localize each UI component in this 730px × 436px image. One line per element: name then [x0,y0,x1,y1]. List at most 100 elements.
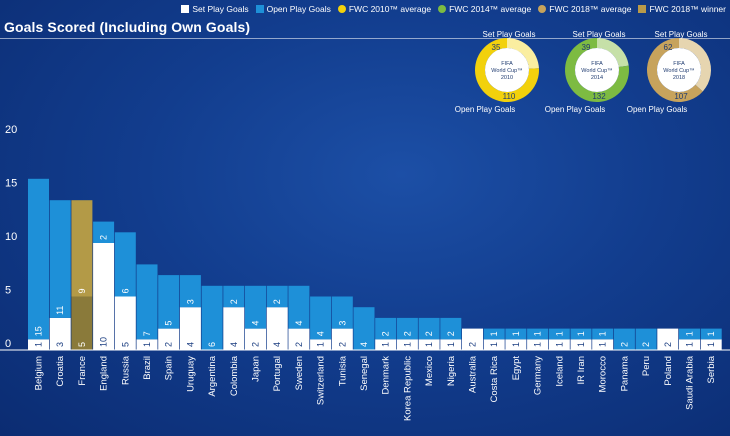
bar-set-value: 10 [99,337,109,347]
bar-open-value: 3 [337,321,347,326]
x-category-label: Tunisia [337,355,348,386]
bar-open-play [245,285,266,329]
bar-open-play [505,328,527,340]
donut-bottom-label: Open Play Goals [627,105,687,114]
bar-set-value: 2 [337,342,347,347]
bar-open-play [288,285,310,329]
bar-set-play [679,339,700,350]
bar-open-value: 1 [511,331,521,336]
bar-open-value: 1 [576,331,586,336]
bar-set-play [483,339,505,350]
bar-open-play [527,328,549,340]
donut-center [657,48,701,92]
bar-set-play [462,328,483,350]
bar-open-value: 15 [34,326,44,336]
donut-open-segment [474,38,539,102]
bar-set-play [396,339,418,350]
bar-open-value: 2 [424,331,434,336]
bar-set-play [49,317,71,350]
bar-open-value: 4 [251,321,261,326]
bar-open-play [548,328,570,340]
x-category-label: Panama [619,355,630,391]
bar-set-play [592,339,614,350]
legend-dot-icon [438,5,447,13]
bar-open-value: 4 [359,342,369,347]
bar-open-value: 5 [164,321,174,326]
legend-item: FWC 2018™ winner [638,4,726,14]
bar-set-value: 3 [55,342,65,347]
bar-set-play [375,339,397,350]
legend-item: Set Play Goals [181,4,249,14]
donut-center-text: 2018 [673,75,685,81]
bar-open-value: 11 [55,306,65,315]
bar-open-play [353,307,375,350]
donut-set-value: 39 [582,43,591,52]
legend-item: FWC 2018™ average [538,4,631,14]
bar-set-play [657,328,679,350]
bar-open-play [679,328,700,340]
bar-set-play [505,339,527,350]
bar-open-play [93,221,115,243]
bar-set-play [114,296,136,350]
bar-set-value: 4 [229,342,239,347]
x-category-label: Costa Rica [489,355,500,402]
bar-open-value: 1 [533,331,543,336]
bar-set-value: 5 [120,342,130,347]
donut-open-value: 107 [674,92,688,101]
bar-open-play [114,232,136,297]
legend-label: Set Play Goals [192,4,249,14]
legend-item: Open Play Goals [255,4,331,14]
bar-set-play [700,339,722,350]
bar-open-play [158,275,180,329]
x-category-label: Croatia [55,355,66,386]
bar-open-play [440,317,462,340]
x-category-label: Senegal [359,356,370,391]
bar-set-value: 4 [185,342,195,347]
donut-center-text: 2010 [501,75,513,81]
x-category-label: Morocco [598,356,609,392]
legend-label: FWC 2018™ average [549,4,632,14]
bar-set-play [310,339,332,350]
bar-set-value: 4 [272,342,282,347]
bar-set-value: 1 [706,342,716,347]
bar-set-value: 1 [446,342,456,347]
donut-set-segment [507,38,539,69]
bar-open-value: 6 [207,342,217,347]
bar-open-play [483,328,505,340]
donut-top-label: Set Play Goals [655,30,708,39]
y-tick-label: 20 [5,124,17,136]
bar-set-value: 1 [598,342,608,347]
donut-open-value: 132 [592,92,606,101]
bar-open-value: 2 [99,235,109,240]
x-category-label: Russia [120,355,131,385]
bar-set-play [93,243,115,350]
donut-top-label: Set Play Goals [573,30,626,39]
bar-open-play [418,317,440,340]
bar-open-play [179,275,201,308]
bar-open-value: 4 [294,321,304,326]
legend-dot-icon [538,5,547,13]
bar-open-play [375,317,397,340]
x-category-label: Colombia [229,355,240,396]
legend-item: FWC 2010™ average [337,4,431,14]
bar-set-value: 2 [294,342,304,347]
bar-open-play [266,285,288,308]
bar-set-value: 1 [489,342,499,347]
donut-open-segment [647,38,703,102]
bar-open-play [613,328,635,350]
donut-bottom-label: Open Play Goals [545,105,605,114]
x-category-label: Australia [468,355,479,393]
bar-set-play [179,307,201,350]
donut-open-segment [565,38,629,102]
bar-open-value: 2 [641,342,651,347]
x-category-label: Egypt [511,356,522,381]
bar-set-value: 1 [34,342,44,347]
bar-open-play [136,264,158,340]
donut-center [485,48,529,92]
title-divider [0,38,730,39]
bar-open-value: 2 [446,331,456,336]
bar-set-value: 2 [663,342,673,347]
donut-center-text: FIFA [673,61,685,67]
donut-set-value: 35 [492,43,501,52]
bar-open-value: 7 [142,331,152,336]
